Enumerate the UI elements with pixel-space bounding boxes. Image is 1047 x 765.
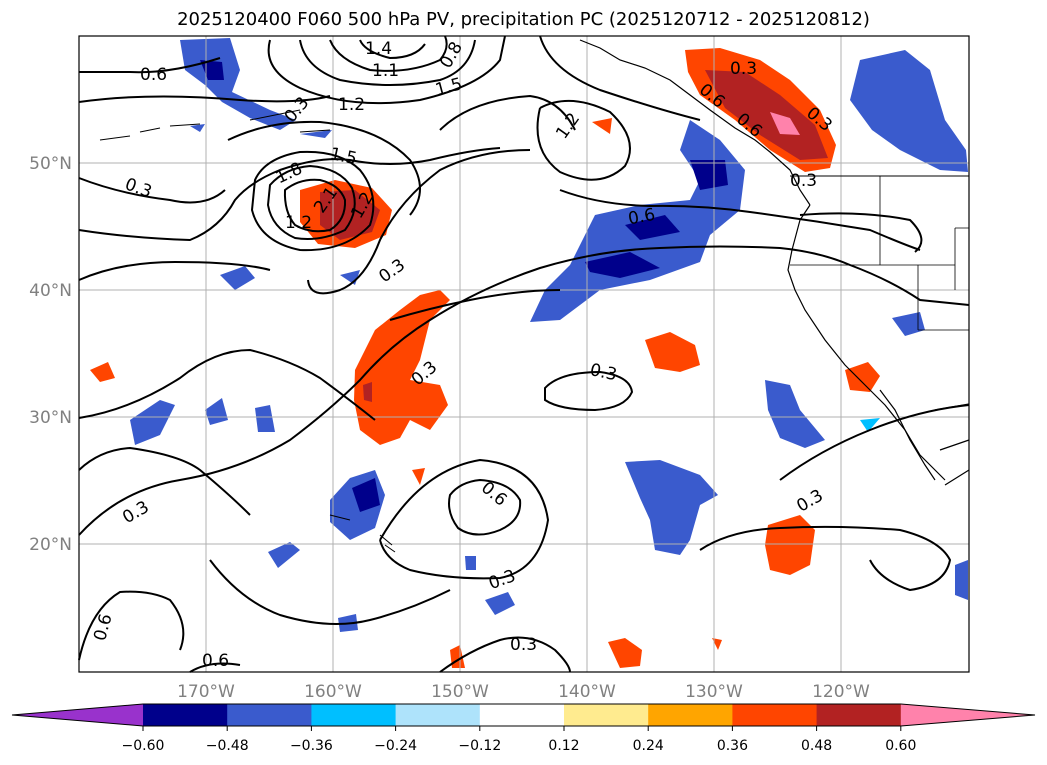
pink-core <box>770 112 800 135</box>
na-west-coast <box>787 204 946 481</box>
colorbar: −0.60 −0.48 −0.36 −0.24 −0.12 0.12 0.24 0.36 0.4… <box>11 703 1036 754</box>
lon-tick-label: 130°W <box>685 682 743 702</box>
lat-tick-label: 30°N <box>29 408 72 428</box>
colorbar-segment <box>816 704 902 726</box>
pv-contour-0.3-south <box>78 245 970 536</box>
baja <box>879 389 936 481</box>
contour-label: 0.6 <box>140 65 167 85</box>
precip-shading <box>90 38 968 668</box>
colorbar-tick-label: 0.36 <box>717 738 748 754</box>
colorbar-segment <box>479 704 565 726</box>
neg-region-northwest-pacific <box>530 120 745 322</box>
colorbar-tick-label: 0.12 <box>548 738 579 754</box>
positive-precip-regions <box>90 48 880 668</box>
lat-tick-labels: 50°N 40°N 30°N 20°N <box>29 154 72 555</box>
colorbar-segment <box>648 704 733 726</box>
contour-label: 0.6 <box>202 651 229 671</box>
pv-contour-0.3-mid-ring <box>544 370 634 412</box>
lat-tick-label: 50°N <box>29 154 72 174</box>
colorbar-segment <box>227 704 312 726</box>
lat-tick-label: 20°N <box>29 535 72 555</box>
colorbar-tick-label: 0.24 <box>633 738 664 754</box>
pv-contour-0.6-top <box>79 57 221 74</box>
contour-label: 1.2 <box>285 213 312 233</box>
lon-tick-label: 140°W <box>558 682 616 702</box>
aleutians <box>99 109 331 141</box>
colorbar-segment <box>143 704 228 726</box>
pos-region-east <box>645 332 700 372</box>
map-panel: 0.6 0.3 1.2 1.5 1.8 2.1 1.2 0.3 0.3 0.3 … <box>78 35 970 673</box>
colorbar-segment <box>311 704 397 726</box>
lat-tick-label: 40°N <box>29 281 72 301</box>
colorbar-tick-label: −0.48 <box>206 738 249 754</box>
colorbar-tick-label: −0.12 <box>458 738 501 754</box>
contour-label: 0.3 <box>790 171 817 191</box>
pv-contour-upper-low <box>267 35 506 105</box>
contour-label: 1.4 <box>365 39 392 59</box>
colorbar-tick-label: −0.36 <box>290 738 333 754</box>
contour-label: 1.1 <box>372 61 399 81</box>
lon-tick-label: 150°W <box>431 682 489 702</box>
colorbar-tick-label: 0.60 <box>885 738 916 754</box>
colorbar-tick-label: −0.24 <box>374 738 417 754</box>
neg-region-northeast <box>850 50 968 172</box>
lon-tick-label: 170°W <box>177 682 235 702</box>
lon-tick-labels: 170°W 160°W 150°W 140°W 130°W 120°W <box>177 682 870 702</box>
colorbar-extension-min <box>12 704 143 726</box>
pos-region-southeast <box>765 515 815 575</box>
lon-tick-label: 120°W <box>812 682 870 702</box>
contour-label: 0.3 <box>510 635 537 655</box>
pv-contours <box>78 35 970 673</box>
colorbar-extension-max <box>900 704 1035 726</box>
neg-region-east <box>765 380 825 448</box>
colorbar-segment <box>564 704 649 726</box>
contour-label: 0.6 <box>627 205 657 229</box>
colorbar-tick-label: 0.48 <box>801 738 832 754</box>
coastlines <box>99 39 970 553</box>
lon-tick-label: 160°W <box>304 682 362 702</box>
colorbar-segment <box>395 704 481 726</box>
contour-label: 1.2 <box>338 95 365 115</box>
pv-contour-0.3-se <box>699 525 952 592</box>
pos-region-central <box>354 290 450 445</box>
graticule <box>79 36 969 672</box>
colorbar-segment <box>732 704 818 726</box>
pv-contour-low-rings <box>250 150 375 252</box>
contour-label: 0.3 <box>730 59 757 79</box>
alaska-coast <box>579 39 811 206</box>
map-title: 2025120400 F060 500 hPa PV, precipitatio… <box>177 9 870 30</box>
map-frame <box>78 35 970 673</box>
neg-region-central <box>625 460 718 555</box>
colorbar-tick-label: −0.60 <box>122 738 165 754</box>
pv-contour-0.6-mid-ring <box>448 478 522 536</box>
negative-precip-regions <box>130 38 968 632</box>
pv-contour-1.2 <box>539 35 701 121</box>
